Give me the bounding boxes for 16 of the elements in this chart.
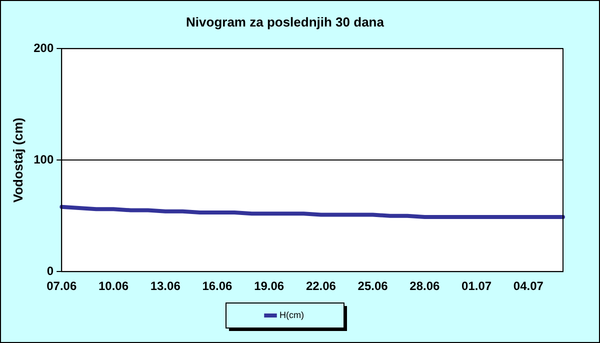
legend-label: H(cm) <box>280 310 304 320</box>
chart-title: Nivogram za poslednjih 30 dana <box>186 14 385 30</box>
y-axis-title: Vodostaj (cm) <box>10 118 26 203</box>
x-tick-label: 25.06 <box>358 279 388 294</box>
y-tick-label: 100 <box>34 152 54 166</box>
x-tick-label: 04.07 <box>513 279 544 294</box>
x-tick-label: 07.06 <box>46 279 77 294</box>
x-tick-label: 22.06 <box>306 279 336 294</box>
x-tick-label: 01.07 <box>462 279 492 294</box>
x-tick-label: 16.06 <box>202 279 233 294</box>
y-tick-label: 0 <box>46 264 54 278</box>
x-tick-label: 10.06 <box>98 279 129 294</box>
x-tick-label: 28.06 <box>410 279 440 294</box>
y-tick-label: 200 <box>34 40 54 55</box>
x-tick-label: 19.06 <box>254 279 284 294</box>
x-tick-label: 13.06 <box>150 279 181 294</box>
